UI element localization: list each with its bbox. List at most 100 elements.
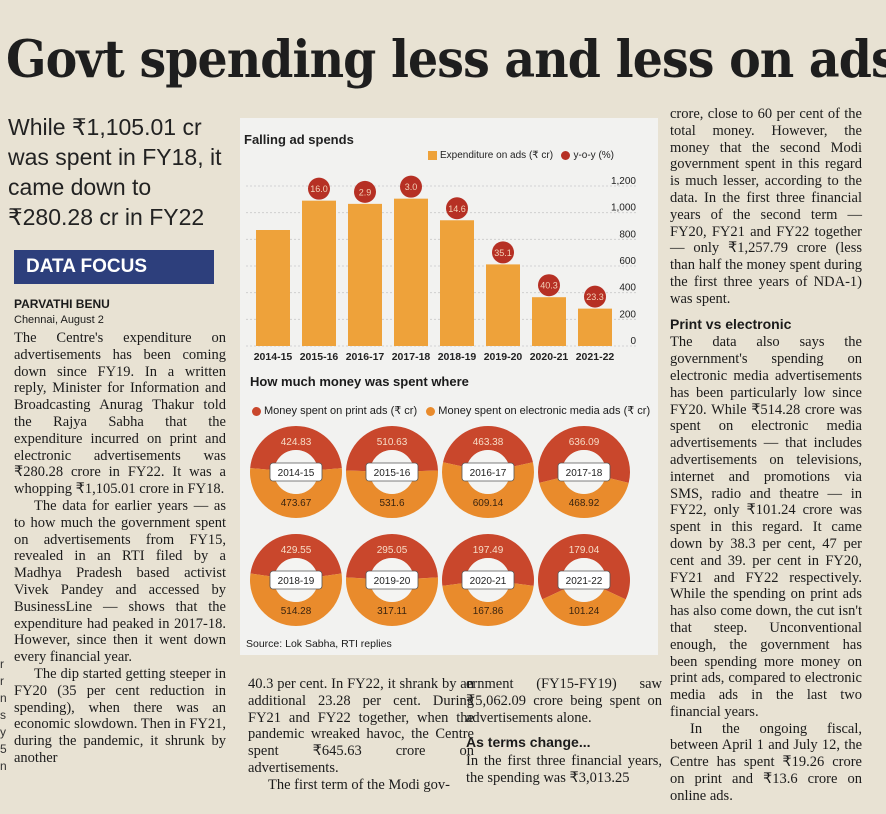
y-tick-label: 1,000 xyxy=(611,203,636,214)
electronic-value-label: 317.11 xyxy=(377,606,407,617)
yoy-label: 40.3 xyxy=(540,281,558,291)
year-box xyxy=(365,570,419,590)
bar xyxy=(394,198,428,346)
print-value-label: 179.04 xyxy=(569,545,600,556)
year-box xyxy=(557,462,611,482)
x-tick-label: 2019-20 xyxy=(484,351,523,363)
y-tick-label: 1,200 xyxy=(611,176,636,187)
bar-chart-title: Falling ad spends xyxy=(244,132,354,147)
electronic-slice xyxy=(442,582,534,627)
year-box xyxy=(461,570,515,590)
yoy-marker xyxy=(400,175,422,198)
print-legend-swatch xyxy=(252,406,261,416)
donut-section-title: How much money was spent where xyxy=(250,374,469,389)
print-value-label: 463.38 xyxy=(473,437,504,448)
bar-chart: 0 200 400 600 800 1,000 1,200 2014-15 2015-16 16.… xyxy=(246,175,638,363)
article-column-1: The Centre's expenditure on advertisemen… xyxy=(14,330,226,767)
headline: Govt spending less and less on ads xyxy=(6,30,886,90)
print-value-label: 429.55 xyxy=(281,545,312,556)
subhead: As terms change... xyxy=(466,734,591,751)
year-box xyxy=(365,462,419,482)
x-tick-label: 2021-22 xyxy=(576,351,615,363)
electronic-legend-label: Money spent on electronic media ads (₹ c… xyxy=(438,405,651,417)
paragraph: ernment (FY15-FY19) saw ₹5,062.09 crore … xyxy=(466,676,662,726)
edge-letter: n xyxy=(0,691,7,705)
x-tick-label: 2016-17 xyxy=(346,351,385,363)
bar xyxy=(302,200,336,346)
print-value-label: 295.05 xyxy=(377,545,408,556)
electronic-slice xyxy=(542,589,626,626)
infographic: Falling ad spends Expenditure on ads (₹ … xyxy=(240,118,658,655)
adjacent-column-edge: r r n s y 5 n xyxy=(0,656,10,775)
subhead: Print vs electronic xyxy=(670,315,792,332)
y-tick-label: 600 xyxy=(619,256,636,267)
print-legend-label: Money spent on print ads (₹ cr) xyxy=(264,405,418,417)
bar xyxy=(486,264,520,346)
yoy-label: 16.0 xyxy=(310,184,328,194)
electronic-slice xyxy=(346,577,438,626)
section-tag: DATA FOCUS xyxy=(14,250,214,284)
paragraph: The Centre's expenditure on advertisemen… xyxy=(14,330,226,498)
yoy-marker xyxy=(538,274,560,297)
paragraph: The data also says the government's spen… xyxy=(670,334,862,720)
year-box xyxy=(557,570,611,590)
bar xyxy=(578,308,612,346)
print-slice xyxy=(250,426,342,471)
yoy-marker xyxy=(584,285,606,308)
electronic-slice xyxy=(539,477,629,518)
year-box xyxy=(269,570,323,590)
print-value-label: 510.63 xyxy=(377,437,408,448)
edge-letter: r xyxy=(0,657,4,671)
article-column-3: ernment (FY15-FY19) saw ₹5,062.09 crore … xyxy=(466,676,662,787)
yoy-marker xyxy=(446,197,468,220)
bar-chart-legend: Expenditure on ads (₹ cr) y-o-y (%) xyxy=(428,150,614,161)
y-tick-label: 400 xyxy=(619,283,636,294)
bar-legend-swatch xyxy=(428,150,437,160)
print-slice xyxy=(346,533,438,579)
print-slice xyxy=(250,534,342,577)
edge-letter: y xyxy=(0,725,6,739)
x-tick-label: 2018-19 xyxy=(438,351,477,363)
print-value-label: 197.49 xyxy=(473,545,504,556)
article-column-4: crore, close to 60 per cent of the total… xyxy=(670,106,862,805)
electronic-legend-swatch xyxy=(426,406,436,416)
electronic-value-label: 473.67 xyxy=(281,498,312,509)
y-tick-label: 200 xyxy=(619,309,636,320)
year-label: 2015-16 xyxy=(374,468,411,479)
paragraph: crore, close to 60 per cent of the total… xyxy=(670,106,862,307)
x-tick-label: 2020-21 xyxy=(530,351,569,363)
print-value-label: 636.09 xyxy=(569,437,600,448)
electronic-value-label: 167.86 xyxy=(473,606,504,617)
byline: PARVATHI BENU xyxy=(14,297,110,311)
deck: While ₹1,105.01 cr was spent in FY18, it… xyxy=(8,114,222,230)
yoy-legend-label: y-o-y (%) xyxy=(573,150,614,161)
edge-letter: r xyxy=(0,674,4,688)
bar xyxy=(348,203,382,346)
bar xyxy=(256,230,290,346)
year-label: 2014-15 xyxy=(278,468,315,479)
electronic-value-label: 609.14 xyxy=(473,498,504,509)
bar-legend-label: Expenditure on ads (₹ cr) xyxy=(440,150,554,161)
paragraph: 40.3 per cent. In FY22, it shrank by an … xyxy=(248,676,474,776)
y-tick-label: 0 xyxy=(630,336,636,347)
print-value-label: 424.83 xyxy=(281,437,312,448)
paragraph: The data for earlier years — as to how m… xyxy=(14,497,226,666)
year-label: 2016-17 xyxy=(470,468,507,479)
print-slice xyxy=(346,426,438,472)
year-box xyxy=(461,462,515,482)
yoy-label: 23.3 xyxy=(586,292,604,302)
yoy-label: 3.0 xyxy=(405,182,418,192)
electronic-value-label: 468.92 xyxy=(569,498,600,509)
y-tick-label: 800 xyxy=(619,229,636,240)
electronic-slice xyxy=(346,470,438,519)
paragraph: In the ongoing fiscal, between April 1 a… xyxy=(670,720,862,804)
year-label: 2020-21 xyxy=(470,576,507,587)
yoy-marker xyxy=(354,180,376,203)
paragraph: The dip started getting steeper in FY20 … xyxy=(14,665,226,766)
x-tick-label: 2017-18 xyxy=(392,351,431,363)
electronic-value-label: 101.24 xyxy=(569,606,600,617)
yoy-marker xyxy=(308,177,330,200)
yoy-label: 35.1 xyxy=(494,248,512,258)
edge-letter: 5 xyxy=(0,742,7,756)
year-box xyxy=(269,462,323,482)
